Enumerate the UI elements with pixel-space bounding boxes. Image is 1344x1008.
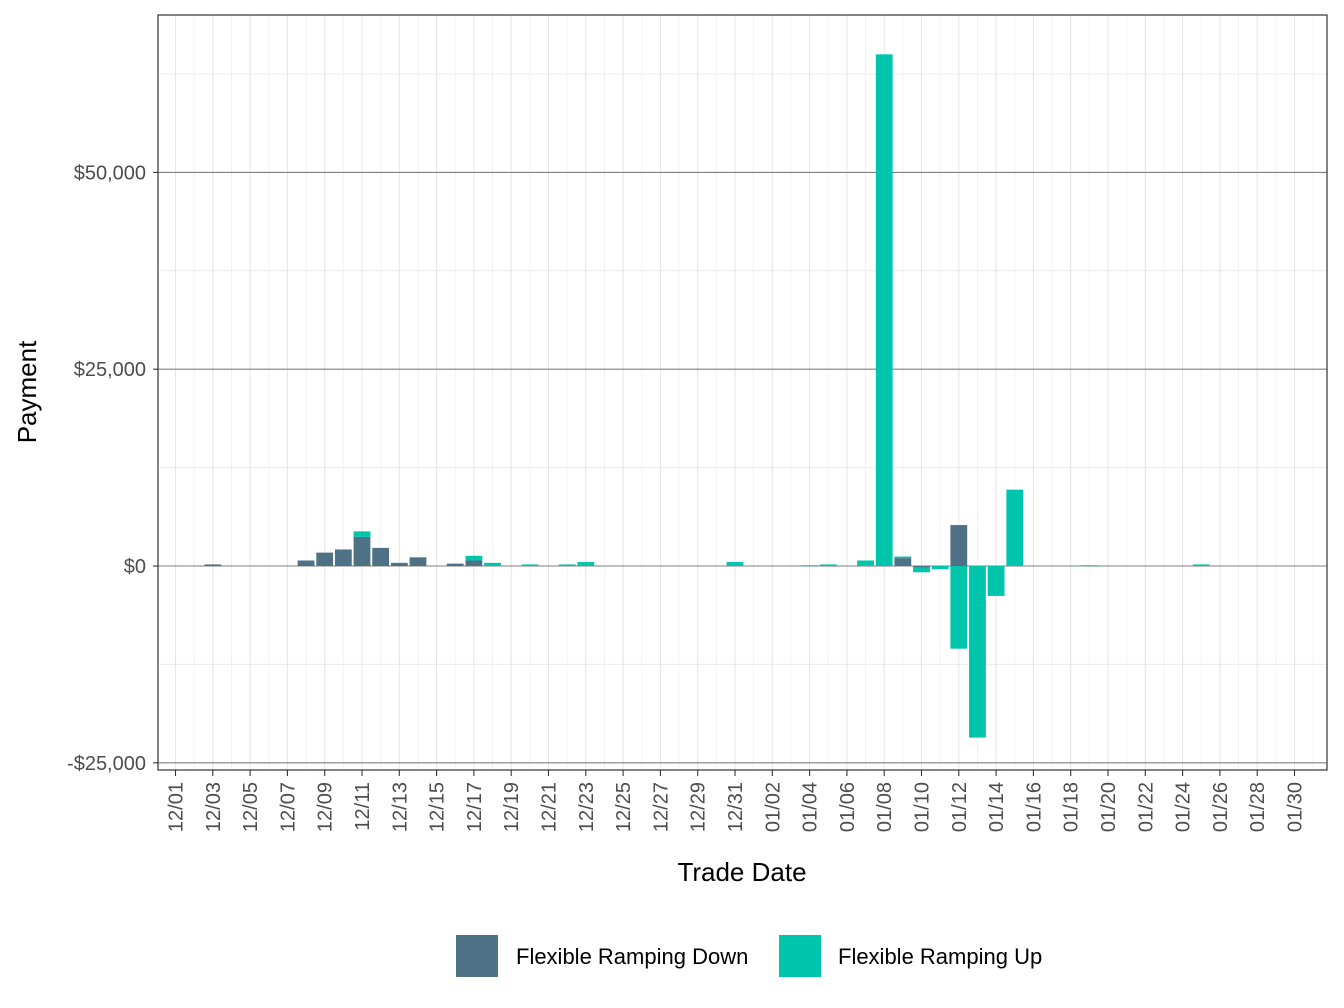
bar-ramping-down-12-09: [316, 552, 334, 566]
bar-ramping-up-12-11: [353, 531, 371, 537]
x-tick-label: 01/20: [1098, 782, 1120, 832]
bar-ramping-up-01-05: [819, 564, 837, 566]
bar-ramping-down-12-10: [334, 549, 352, 566]
x-tick-label: 12/01: [166, 782, 188, 832]
bar-ramping-up-01-13: [969, 566, 986, 738]
x-tick-label: 12/15: [427, 782, 449, 832]
bar-ramping-up-01-25: [1192, 564, 1210, 566]
x-axis-title: Trade Date: [677, 857, 806, 887]
x-tick-label: 12/07: [277, 782, 299, 832]
x-tick-label: 01/14: [986, 782, 1008, 832]
bar-ramping-up-01-09: [894, 556, 912, 559]
x-tick-label: 01/10: [912, 782, 934, 832]
y-axis-title: Payment: [12, 340, 42, 443]
y-tick-label: $50,000: [74, 162, 146, 184]
x-tick-label: 12/05: [240, 782, 262, 832]
bar-ramping-up-12-18: [484, 562, 501, 566]
bar-ramping-up-01-08: [875, 54, 893, 566]
y-tick-label: -$25,000: [67, 753, 146, 775]
x-tick-label: 12/23: [576, 782, 598, 832]
bar-ramping-up-01-04: [801, 565, 818, 567]
bars-layer: [204, 54, 1210, 738]
x-axis: 12/01 12/03 12/05 12/07 12/09 12/11 12/13 12/15…: [166, 770, 1307, 832]
plot-panel-border: [157, 14, 1328, 771]
x-tick-label: 12/13: [389, 782, 411, 832]
x-tick-label: 01/28: [1247, 782, 1269, 832]
bar-ramping-up-01-19: [1080, 565, 1098, 567]
bar-ramping-down-12-03: [204, 564, 222, 566]
bar-ramping-up-01-07: [857, 560, 874, 566]
x-tick-label: 12/17: [464, 782, 486, 832]
bar-ramping-down-01-12: [950, 525, 968, 566]
bar-ramping-down-01-10: [913, 566, 930, 568]
bar-ramping-up-01-15: [1006, 489, 1024, 566]
x-tick-label: 01/16: [1023, 782, 1045, 832]
bar-ramping-down-12-16: [446, 563, 464, 566]
x-tick-label: 01/04: [800, 782, 822, 832]
bar-ramping-up-12-20: [521, 564, 539, 566]
x-tick-label: 01/30: [1285, 782, 1307, 832]
bar-ramping-up-12-22: [558, 564, 576, 566]
bar-ramping-down-12-08: [297, 560, 315, 566]
bar-ramping-down-12-12: [372, 547, 390, 566]
x-tick-label: 12/29: [688, 782, 710, 832]
x-tick-label: 12/11: [352, 782, 374, 831]
x-tick-label: 01/18: [1061, 782, 1083, 832]
x-tick-label: 12/21: [539, 782, 561, 832]
bar-ramping-down-12-14: [409, 557, 427, 566]
x-tick-label: 12/27: [650, 782, 672, 832]
x-tick-label: 01/26: [1210, 782, 1232, 832]
x-tick-label: 12/09: [315, 782, 337, 832]
bar-ramping-up-01-10: [913, 567, 930, 573]
bar-ramping-up-12-31: [726, 562, 744, 566]
bar-ramping-down-12-17: [465, 560, 483, 566]
bar-ramping-up-12-17: [465, 555, 483, 561]
y-tick-label: $0: [124, 556, 146, 578]
x-tick-label: 12/19: [501, 782, 523, 832]
bar-ramping-up-12-23: [577, 562, 595, 566]
bar-ramping-up-01-12: [950, 566, 968, 649]
bar-ramping-up-01-14: [987, 566, 1005, 596]
x-tick-label: 12/31: [725, 782, 747, 832]
legend-key-ramping-up: [779, 935, 821, 977]
bar-ramping-up-01-11: [931, 566, 949, 570]
x-tick-label: 01/24: [1173, 782, 1195, 832]
x-tick-label: 01/08: [874, 782, 896, 832]
x-tick-label: 01/12: [949, 782, 971, 832]
legend-label-ramping-down: Flexible Ramping Down: [516, 944, 748, 969]
legend-key-ramping-down: [456, 935, 498, 977]
grid-layer: [158, 15, 1327, 770]
x-tick-label: 12/25: [613, 782, 635, 832]
x-tick-label: 01/22: [1135, 782, 1157, 832]
y-tick-label: $25,000: [74, 359, 146, 381]
bar-ramping-down-12-11: [353, 536, 371, 566]
bar-ramping-down-12-13: [390, 562, 408, 566]
x-tick-label: 01/02: [762, 782, 784, 832]
x-tick-label: 01/06: [837, 782, 859, 832]
legend-label-ramping-up: Flexible Ramping Up: [838, 944, 1042, 969]
bar-ramping-down-01-09: [894, 558, 912, 566]
legend: Flexible Ramping Down Flexible Ramping U…: [456, 935, 1042, 977]
x-tick-label: 12/03: [203, 782, 225, 832]
y-axis: -$25,000 $0 $25,000 $50,000: [67, 162, 158, 775]
